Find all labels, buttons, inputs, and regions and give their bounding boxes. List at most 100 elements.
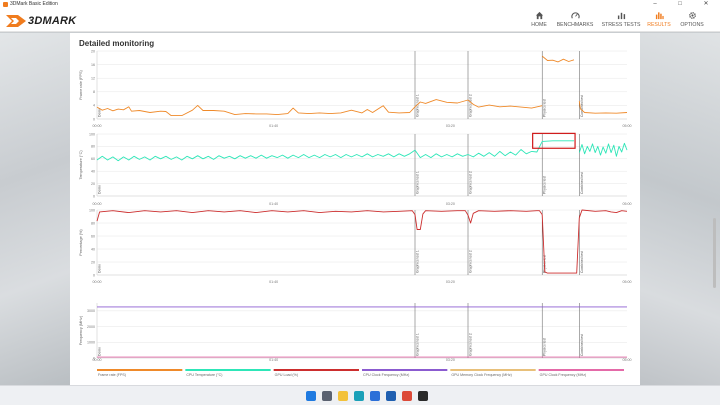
windows-start-icon[interactable] (306, 391, 316, 401)
y-tick-label: 20 (91, 260, 95, 264)
x-tick-label: 00:00 (93, 358, 102, 362)
close-icon[interactable]: ✕ (703, 1, 709, 7)
y-tick-label: 0 (93, 117, 95, 121)
segment-label: Graphics test 2 (469, 171, 473, 194)
segment-label: Graphics test 1 (416, 250, 420, 273)
y-tick-label: 1000 (87, 341, 95, 345)
home-icon (535, 11, 543, 20)
x-tick-label: 01:40 (269, 202, 278, 206)
y-tick-label: 20 (91, 182, 95, 186)
nav-results[interactable]: RESULTS (645, 11, 673, 31)
y-tick-label: 0 (93, 356, 95, 360)
segment-label: Physics test (543, 176, 547, 194)
series-line (578, 100, 628, 114)
nav-home[interactable]: HOME (524, 11, 554, 31)
segment-label: Demo (98, 347, 102, 356)
y-tick-label: 80 (91, 221, 95, 225)
x-tick-label: 05:00 (623, 124, 632, 128)
x-tick-label: 03:20 (446, 124, 455, 128)
nav-home-label: HOME (531, 22, 547, 28)
nav-stress-tests[interactable]: STRESS TESTS (600, 11, 642, 31)
segment-label: Demo (98, 108, 102, 117)
segment-label: Combined test (580, 172, 584, 194)
y-axis-label: Percentage (%) (79, 229, 83, 256)
segment-label: Graphics test 2 (469, 94, 473, 117)
edge-browser-icon[interactable] (354, 391, 364, 401)
series-line (578, 142, 628, 157)
legend-swatch (450, 369, 536, 371)
legend-swatch (538, 369, 624, 371)
y-tick-label: 40 (91, 170, 95, 174)
y-tick-label: 0 (93, 194, 95, 198)
series-line (96, 140, 574, 162)
y-tick-label: 8 (93, 90, 95, 94)
background-right (640, 33, 720, 385)
settings-icon[interactable] (322, 391, 332, 401)
legend-label: GPU Memory Clock Frequency (MHz) (451, 373, 512, 377)
series-line (96, 99, 543, 117)
legend-swatch (362, 369, 448, 371)
y-tick-label: 20 (91, 49, 95, 53)
segment-label: Graphics test 2 (469, 250, 473, 273)
legend-label: Frame rate (FPS) (98, 373, 126, 377)
x-tick-label: 03:20 (446, 358, 455, 362)
y-axis-label: Frequency (MHz) (79, 315, 83, 345)
series-line (96, 209, 628, 274)
y-tick-label: 100 (89, 132, 95, 136)
minimize-icon[interactable]: – (653, 1, 657, 7)
segment-label: Combined test (580, 95, 584, 117)
series-line (541, 55, 575, 63)
nav-options-label: OPTIONS (680, 22, 704, 28)
gear-icon (688, 12, 696, 19)
x-tick-label: 01:40 (269, 124, 278, 128)
y-tick-label: 100 (89, 208, 95, 212)
panel-title: Detailed monitoring (79, 39, 155, 48)
y-tick-label: 80 (91, 145, 95, 149)
results-icon (655, 12, 664, 20)
segment-label: Combined test (580, 251, 584, 273)
top-navigation: 3DMARK HOME BENCHMARKS STRESS TESTS RESU… (0, 9, 720, 32)
y-tick-label: 4 (93, 104, 95, 108)
window-title: 3DMark Basic Edition (10, 1, 58, 7)
x-tick-label: 03:20 (446, 202, 455, 206)
nav-benchmarks[interactable]: BENCHMARKS (555, 11, 595, 31)
y-tick-label: 3000 (87, 309, 95, 313)
legend-swatch (185, 369, 271, 371)
maximize-icon[interactable]: □ (678, 1, 682, 7)
logo-text: 3DMARK (28, 14, 77, 27)
legend-label: GPU Clock Frequency (MHz) (540, 373, 587, 377)
x-tick-label: 00:00 (93, 202, 102, 206)
store-icon[interactable] (370, 391, 380, 401)
scrollbar-thumb[interactable] (713, 218, 716, 288)
nav-benchmarks-label: BENCHMARKS (556, 22, 594, 28)
x-tick-label: 00:00 (93, 280, 102, 284)
x-tick-label: 00:00 (93, 124, 102, 128)
segment-label: Graphics test 1 (416, 171, 420, 194)
y-tick-label: 40 (91, 247, 95, 251)
3dmark-logo[interactable]: 3DMARK (6, 13, 76, 28)
segment-label: Graphics test 1 (416, 94, 420, 117)
3dmark-taskbar-icon[interactable] (418, 391, 428, 401)
bars-icon (617, 12, 625, 20)
y-tick-label: 60 (91, 157, 95, 161)
chrome-icon[interactable] (402, 391, 412, 401)
segment-label: Physics test (543, 338, 547, 356)
y-axis-label: Frame rate (FPS) (79, 70, 83, 100)
mail-icon[interactable] (386, 391, 396, 401)
y-tick-label: 12 (91, 77, 95, 81)
nav-options[interactable]: OPTIONS (677, 11, 707, 31)
background-left (0, 33, 70, 385)
y-axis-label: Temperature (°C) (79, 150, 83, 180)
legend-label: GPU Load (%) (275, 373, 298, 377)
y-tick-label: 2000 (87, 325, 95, 329)
window-title-bar: 3DMark Basic Edition – □ ✕ (0, 0, 720, 9)
x-tick-label: 03:20 (446, 280, 455, 284)
legend-swatch (273, 369, 359, 371)
segment-label: Graphics test 1 (416, 333, 420, 356)
x-tick-label: 05:00 (623, 280, 632, 284)
detailed-monitoring-panel: Detailed monitoring 0 4 8 12 16 20 Frame rate … (70, 33, 640, 385)
file-explorer-icon[interactable] (338, 391, 348, 401)
legend-swatch (97, 369, 183, 371)
segment-label: Demo (98, 185, 102, 194)
nav-results-label: RESULTS (647, 22, 671, 28)
